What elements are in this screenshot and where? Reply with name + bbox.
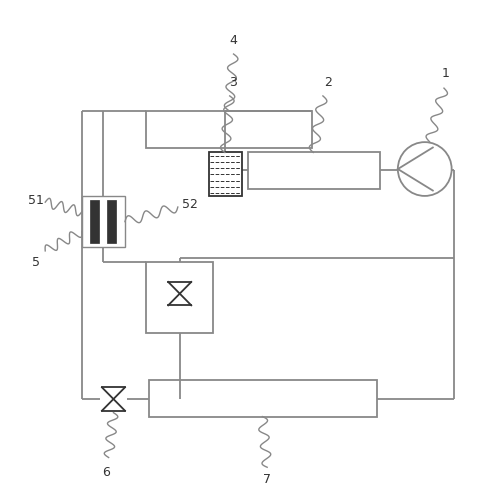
Bar <box>146 262 213 333</box>
Bar <box>149 379 377 416</box>
Bar <box>82 196 125 247</box>
Bar <box>248 152 379 188</box>
Text: 1: 1 <box>442 67 450 80</box>
Bar <box>208 152 242 196</box>
Bar <box>107 200 116 244</box>
Text: 3: 3 <box>229 76 237 89</box>
Text: 2: 2 <box>324 76 331 89</box>
Text: 6: 6 <box>102 466 110 479</box>
Text: 5: 5 <box>32 256 40 269</box>
Bar <box>146 111 312 148</box>
Text: 52: 52 <box>182 198 198 210</box>
Bar <box>89 200 99 244</box>
Text: 7: 7 <box>263 473 271 487</box>
Text: 51: 51 <box>28 194 43 206</box>
Text: 4: 4 <box>230 34 238 47</box>
